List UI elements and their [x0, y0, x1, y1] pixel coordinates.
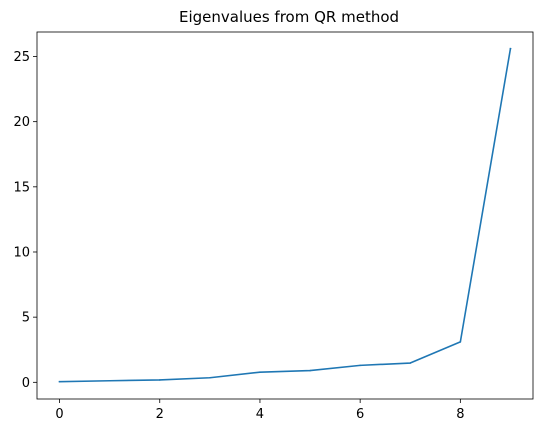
data-point: [509, 47, 512, 50]
chart-title: Eigenvalues from QR method: [179, 8, 399, 26]
x-tick-label: 4: [256, 407, 264, 422]
data-point: [108, 379, 111, 382]
y-tick-label: 10: [13, 245, 30, 260]
x-axis: 0 2 4 6 8: [55, 399, 464, 422]
data-point: [259, 371, 261, 373]
data-point: [459, 341, 462, 343]
y-tick-label: 5: [22, 311, 30, 326]
data-point: [158, 379, 161, 381]
data-point: [409, 362, 412, 364]
data-point: [58, 380, 61, 383]
series-layer: [58, 47, 512, 383]
x-tick-label: 2: [156, 407, 164, 422]
plot-area: [36, 31, 534, 400]
y-tick-label: 20: [13, 115, 30, 130]
x-tick-label: 6: [356, 407, 364, 422]
x-tick-label: 0: [55, 407, 63, 422]
data-point: [309, 369, 311, 372]
y-axis: 0 5 10 15 20 25: [13, 50, 37, 391]
series-line: [58, 47, 512, 383]
y-tick-label: 25: [13, 50, 30, 65]
y-tick-label: 15: [13, 180, 30, 195]
x-tick-label: 8: [456, 407, 464, 422]
plot-frame: [36, 31, 534, 400]
y-tick-label: 0: [22, 376, 30, 391]
data-point: [359, 364, 361, 367]
data-point: [209, 376, 211, 379]
